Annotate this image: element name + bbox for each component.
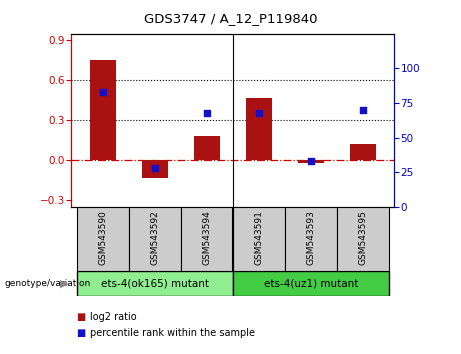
Point [203,110,211,115]
Bar [194,136,220,160]
Bar [350,144,376,160]
Bar [233,271,389,296]
Text: GSM543591: GSM543591 [254,210,263,265]
Bar [285,207,337,271]
Text: GSM543595: GSM543595 [358,210,367,265]
Bar [142,160,168,178]
Text: genotype/variation: genotype/variation [5,279,91,288]
Point [99,89,106,95]
Bar [246,98,272,160]
Text: log2 ratio: log2 ratio [90,312,136,322]
Text: percentile rank within the sample: percentile rank within the sample [90,328,255,338]
Text: ets-4(ok165) mutant: ets-4(ok165) mutant [101,278,209,288]
Point [359,107,366,113]
Point [255,110,262,115]
Text: ets-4(uz1) mutant: ets-4(uz1) mutant [264,278,358,288]
Text: GSM543593: GSM543593 [307,210,315,265]
Point [151,165,159,171]
Bar [233,207,285,271]
Bar [181,207,233,271]
Text: GSM543594: GSM543594 [202,210,211,265]
Text: GDS3747 / A_12_P119840: GDS3747 / A_12_P119840 [144,12,317,25]
Bar [90,60,116,160]
Bar [298,160,324,163]
Bar [77,207,129,271]
Text: ■: ■ [76,328,85,338]
Bar [77,271,233,296]
Text: ▶: ▶ [60,278,68,288]
Bar [129,207,181,271]
Text: GSM543590: GSM543590 [98,210,107,265]
Bar [337,207,389,271]
Text: GSM543592: GSM543592 [150,210,159,265]
Point [307,159,314,164]
Text: ■: ■ [76,312,85,322]
